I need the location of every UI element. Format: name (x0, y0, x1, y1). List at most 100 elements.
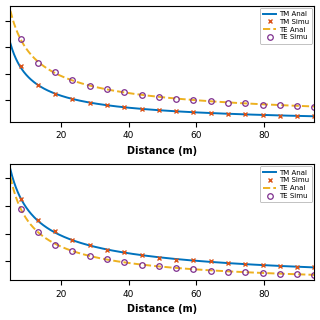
TM Simu (53, 92, 57, 96)
TM Anal (305, 114, 309, 118)
TM Simu (261, 263, 265, 267)
TE Simu (278, 103, 282, 107)
TE Anal (189, 98, 193, 102)
TE Simu (226, 101, 230, 105)
TM Simu (295, 114, 299, 118)
TE Simu (261, 271, 265, 275)
TE Anal (155, 95, 159, 99)
TM Simu (122, 251, 126, 254)
TE Anal (9, 9, 12, 13)
TE Simu (313, 105, 316, 108)
TM Anal (155, 255, 159, 259)
TE Simu (295, 104, 299, 108)
TE Anal (313, 105, 316, 108)
TM Simu (140, 253, 143, 257)
TM Simu (295, 265, 299, 268)
TE Simu (70, 249, 74, 253)
TM Simu (36, 218, 40, 221)
TM Simu (244, 113, 247, 116)
TM Anal (305, 265, 309, 269)
TM Simu (70, 238, 74, 242)
TE Simu (226, 270, 230, 274)
TE Simu (53, 243, 57, 246)
Legend: TM Anal, TM Simu, TE Anal, TE Simu: TM Anal, TM Simu, TE Anal, TE Simu (260, 166, 312, 203)
Line: TE Simu: TE Simu (18, 206, 317, 278)
TE Simu (295, 272, 299, 276)
TM Simu (53, 229, 57, 233)
TE Anal (173, 97, 177, 100)
TE Simu (209, 100, 212, 103)
Line: TE Simu: TE Simu (18, 36, 317, 109)
Line: TM Anal: TM Anal (11, 169, 315, 268)
TM Simu (174, 109, 178, 113)
TM Simu (174, 258, 178, 262)
TE Simu (88, 84, 92, 88)
TM Simu (226, 112, 230, 116)
TE Anal (258, 271, 261, 275)
TM Anal (258, 263, 261, 267)
TE Simu (191, 268, 195, 271)
TM Simu (140, 107, 143, 111)
TE Simu (278, 272, 282, 276)
TE Anal (9, 175, 12, 179)
TM Simu (191, 259, 195, 262)
TE Anal (305, 104, 309, 108)
TM Anal (155, 108, 159, 112)
TE Simu (70, 78, 74, 82)
TM Anal (189, 110, 193, 114)
TE Anal (305, 273, 309, 276)
TE Simu (105, 87, 109, 91)
TE Anal (313, 273, 316, 277)
TE Simu (191, 98, 195, 102)
TM Simu (209, 111, 212, 115)
TE Simu (19, 37, 22, 41)
Line: TM Simu: TM Simu (18, 64, 317, 119)
TE Anal (173, 266, 177, 270)
TE Simu (174, 266, 178, 269)
TM Anal (313, 266, 316, 269)
TM Simu (278, 114, 282, 117)
TM Simu (313, 265, 316, 269)
TE Simu (157, 95, 161, 99)
X-axis label: Distance (m): Distance (m) (127, 146, 197, 156)
TM Simu (19, 197, 22, 201)
TM Simu (313, 114, 316, 118)
TM Simu (261, 113, 265, 117)
TE Simu (261, 103, 265, 107)
TE Simu (105, 257, 109, 261)
X-axis label: Distance (m): Distance (m) (127, 304, 197, 315)
TM Anal (313, 114, 316, 118)
Line: TE Anal: TE Anal (11, 11, 315, 107)
TM Simu (70, 97, 74, 101)
TM Simu (157, 256, 161, 260)
TE Anal (258, 102, 261, 106)
TM Anal (9, 167, 12, 171)
Line: TM Anal: TM Anal (11, 44, 315, 116)
TE Simu (157, 265, 161, 268)
TE Simu (209, 268, 212, 272)
TM Simu (226, 261, 230, 265)
TE Simu (313, 273, 316, 277)
TM Anal (189, 259, 193, 262)
Line: TE Anal: TE Anal (11, 177, 315, 275)
TM Simu (88, 243, 92, 247)
TM Anal (153, 255, 157, 259)
TE Simu (122, 260, 126, 264)
TM Simu (278, 264, 282, 268)
TE Anal (153, 264, 157, 268)
TE Simu (19, 207, 22, 211)
TE Simu (140, 93, 143, 97)
TM Anal (173, 257, 177, 261)
TM Simu (244, 262, 247, 266)
TM Simu (105, 103, 109, 107)
TE Simu (36, 230, 40, 234)
Legend: TM Anal, TM Simu, TE Anal, TE Simu: TM Anal, TM Simu, TE Anal, TE Simu (260, 8, 312, 44)
TM Simu (19, 64, 22, 68)
TE Simu (36, 61, 40, 65)
TM Simu (157, 108, 161, 112)
Line: TM Simu: TM Simu (18, 197, 317, 270)
TM Simu (122, 105, 126, 109)
TM Anal (173, 109, 177, 113)
TE Anal (189, 267, 193, 271)
TM Anal (258, 113, 261, 117)
